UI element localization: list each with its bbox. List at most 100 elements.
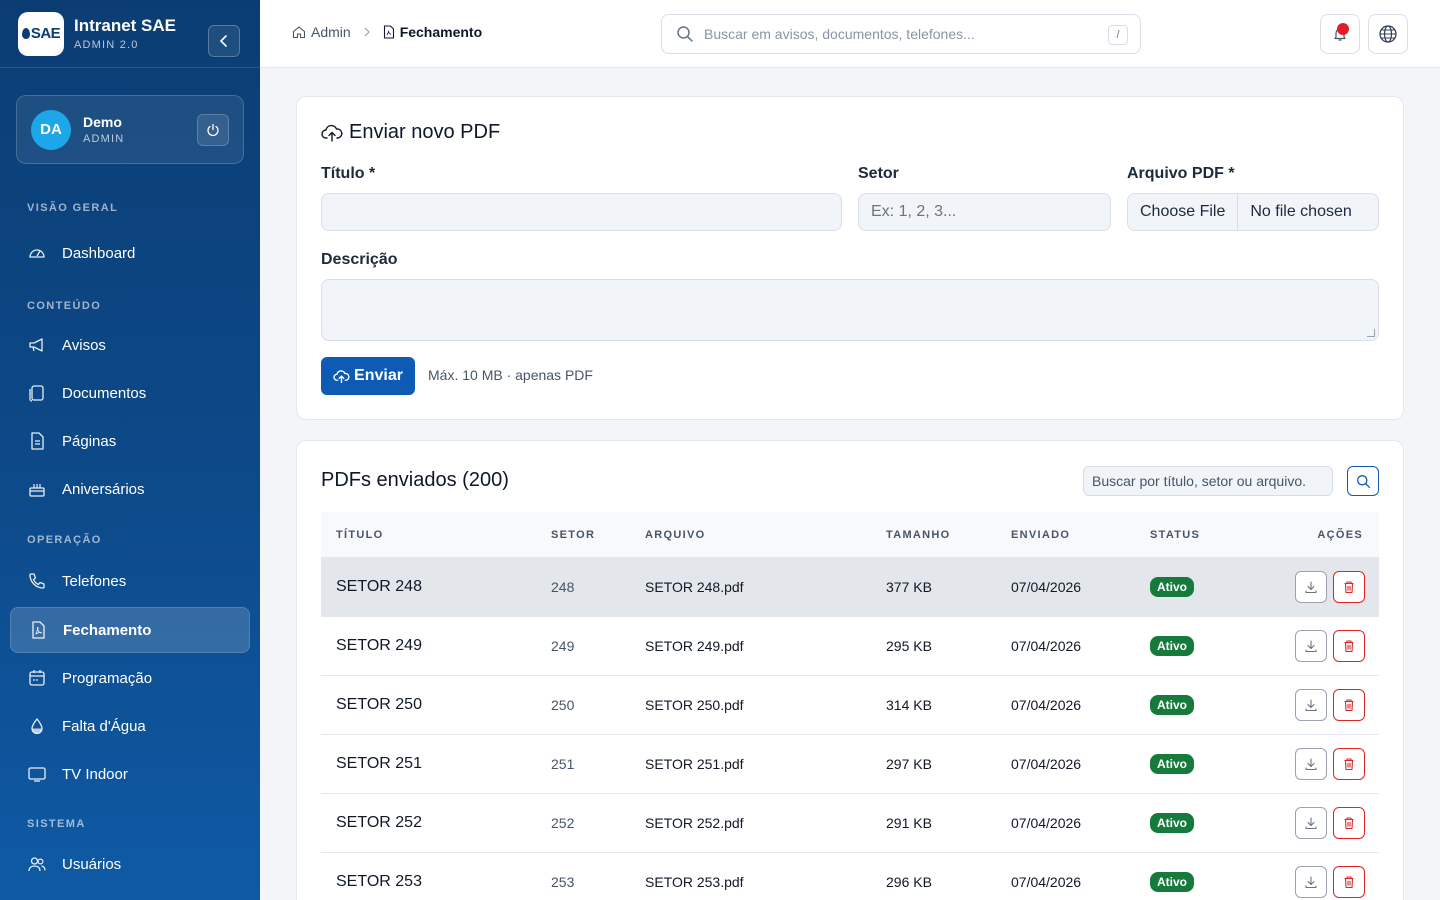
sidebar-item-fechamento[interactable]: Fechamento bbox=[10, 607, 250, 653]
chevron-left-icon bbox=[219, 35, 227, 47]
enviar-button[interactable]: Enviar bbox=[321, 357, 415, 395]
download-button[interactable] bbox=[1295, 571, 1327, 603]
col-setor[interactable]: SETOR bbox=[551, 528, 596, 541]
water-drop-icon bbox=[21, 28, 30, 39]
list-search-input[interactable] bbox=[1083, 466, 1333, 496]
nav-section-sistema: SISTEMA bbox=[27, 818, 86, 830]
pdf-list-card: PDFs enviados (200) TÍTULO SETOR ARQUIVO… bbox=[296, 440, 1404, 900]
row-arquivo: SETOR 251.pdf bbox=[645, 756, 744, 772]
row-tamanho: 296 KB bbox=[886, 874, 932, 890]
titulo-input[interactable] bbox=[321, 193, 842, 231]
setor-input[interactable] bbox=[858, 193, 1111, 231]
download-button[interactable] bbox=[1295, 807, 1327, 839]
delete-button[interactable] bbox=[1333, 571, 1365, 603]
delete-button[interactable] bbox=[1333, 807, 1365, 839]
titulo-label: Título * bbox=[321, 165, 376, 182]
table-row[interactable]: SETOR 248 248 SETOR 248.pdf 377 KB 07/04… bbox=[321, 558, 1379, 617]
col-tamanho[interactable]: TAMANHO bbox=[886, 528, 951, 541]
language-button[interactable] bbox=[1368, 14, 1408, 54]
sidebar-item-programacao[interactable]: Programação bbox=[10, 655, 250, 701]
row-setor: 253 bbox=[551, 874, 575, 890]
table-row[interactable]: SETOR 249 249 SETOR 249.pdf 295 KB 07/04… bbox=[321, 617, 1379, 676]
chevron-right-icon bbox=[363, 24, 371, 40]
pdf-list-title: PDFs enviados (200) bbox=[321, 469, 509, 491]
search-input[interactable] bbox=[704, 26, 1094, 42]
delete-button[interactable] bbox=[1333, 748, 1365, 780]
nav-section-conteudo: CONTEÚDO bbox=[27, 300, 102, 312]
col-titulo[interactable]: TÍTULO bbox=[336, 528, 384, 541]
table-row[interactable]: SETOR 253 253 SETOR 253.pdf 296 KB 07/04… bbox=[321, 853, 1379, 900]
sidebar-item-telefones[interactable]: Telefones bbox=[10, 558, 250, 604]
gauge-icon bbox=[26, 242, 48, 264]
list-search-button[interactable] bbox=[1347, 466, 1379, 496]
resize-grip-icon[interactable] bbox=[1367, 329, 1375, 337]
col-arquivo[interactable]: ARQUIVO bbox=[645, 528, 706, 541]
calendar-icon bbox=[26, 667, 48, 689]
descricao-textarea[interactable] bbox=[321, 279, 1379, 341]
search-shortcut-hint: / bbox=[1108, 25, 1128, 45]
logout-button[interactable] bbox=[197, 114, 229, 146]
choose-file-button[interactable]: Choose File bbox=[1128, 194, 1239, 230]
water-drop-icon bbox=[26, 715, 48, 737]
download-button[interactable] bbox=[1295, 866, 1327, 898]
sidebar-item-tv-indoor[interactable]: TV Indoor bbox=[10, 751, 250, 797]
sidebar-item-paginas[interactable]: Páginas bbox=[10, 418, 250, 464]
page-icon bbox=[26, 430, 48, 452]
collapse-sidebar-button[interactable] bbox=[208, 25, 240, 57]
sidebar: SAE Intranet SAE ADMIN 2.0 DA Demo ADMIN… bbox=[0, 0, 260, 900]
row-enviado: 07/04/2026 bbox=[1011, 874, 1082, 890]
setor-label: Setor bbox=[858, 165, 899, 182]
sidebar-item-documentos[interactable]: Documentos bbox=[10, 370, 250, 416]
power-icon bbox=[207, 123, 219, 137]
row-tamanho: 297 KB bbox=[886, 756, 932, 772]
col-enviado[interactable]: ENVIADO bbox=[1011, 528, 1071, 541]
row-tamanho: 314 KB bbox=[886, 697, 932, 713]
notifications-button[interactable] bbox=[1320, 14, 1360, 54]
documents-icon bbox=[26, 382, 48, 404]
trash-icon bbox=[1344, 581, 1354, 594]
pdf-file-icon bbox=[27, 619, 49, 641]
users-icon bbox=[26, 853, 48, 875]
sidebar-item-falta-dagua[interactable]: Falta d'Água bbox=[10, 703, 250, 749]
delete-button[interactable] bbox=[1333, 689, 1365, 721]
table-row[interactable]: SETOR 252 252 SETOR 252.pdf 291 KB 07/04… bbox=[321, 794, 1379, 853]
row-setor: 251 bbox=[551, 756, 575, 772]
download-button[interactable] bbox=[1295, 630, 1327, 662]
breadcrumb-admin[interactable]: Admin bbox=[311, 24, 351, 40]
download-icon bbox=[1305, 699, 1317, 712]
phone-icon bbox=[26, 570, 48, 592]
delete-button[interactable] bbox=[1333, 866, 1365, 898]
row-tamanho: 377 KB bbox=[886, 579, 932, 595]
sidebar-item-usuarios[interactable]: Usuários bbox=[10, 841, 250, 887]
brand: SAE Intranet SAE ADMIN 2.0 bbox=[0, 0, 260, 68]
col-status[interactable]: STATUS bbox=[1150, 528, 1201, 541]
sidebar-item-dashboard[interactable]: Dashboard bbox=[10, 230, 250, 276]
home-icon bbox=[292, 25, 306, 39]
search-icon bbox=[677, 26, 693, 42]
table-row[interactable]: SETOR 251 251 SETOR 251.pdf 297 KB 07/04… bbox=[321, 735, 1379, 794]
trash-icon bbox=[1344, 640, 1354, 653]
user-name: Demo bbox=[83, 114, 122, 130]
download-button[interactable] bbox=[1295, 748, 1327, 780]
download-button[interactable] bbox=[1295, 689, 1327, 721]
sidebar-item-avisos[interactable]: Avisos bbox=[10, 322, 250, 368]
table-row[interactable]: SETOR 250 250 SETOR 250.pdf 314 KB 07/04… bbox=[321, 676, 1379, 735]
download-icon bbox=[1305, 758, 1317, 771]
brand-subtitle: ADMIN 2.0 bbox=[74, 39, 139, 51]
nav-section-operacao: OPERAÇÃO bbox=[27, 534, 102, 546]
delete-button[interactable] bbox=[1333, 630, 1365, 662]
row-titulo: SETOR 248 bbox=[336, 578, 422, 595]
upload-card: Enviar novo PDF Título * Setor Arquivo P… bbox=[296, 96, 1404, 420]
file-input[interactable]: Choose File No file chosen bbox=[1127, 193, 1379, 231]
topbar: Admin Fechamento / bbox=[260, 0, 1440, 68]
row-enviado: 07/04/2026 bbox=[1011, 815, 1082, 831]
sidebar-item-aniversarios[interactable]: Aniversários bbox=[10, 466, 250, 512]
status-badge: Ativo bbox=[1150, 577, 1194, 597]
row-titulo: SETOR 249 bbox=[336, 637, 422, 654]
row-setor: 250 bbox=[551, 697, 575, 713]
status-badge: Ativo bbox=[1150, 636, 1194, 656]
status-badge: Ativo bbox=[1150, 872, 1194, 892]
row-arquivo: SETOR 249.pdf bbox=[645, 638, 744, 654]
upload-hint: Máx. 10 MB · apenas PDF bbox=[428, 367, 593, 383]
brand-title: Intranet SAE bbox=[74, 16, 177, 35]
